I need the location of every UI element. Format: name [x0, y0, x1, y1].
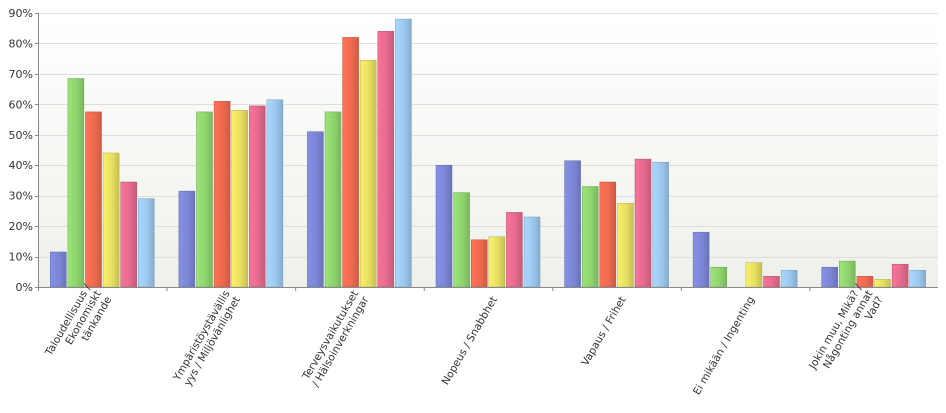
bar	[231, 110, 248, 288]
plot-area	[38, 13, 938, 287]
y-axis-ticks: 0% 10% 20% 30% 40% 50% 60% 70% 80% 90%	[9, 7, 38, 294]
x-tick-label: Jokin muu, Mikä? /Någonting annatVad?	[806, 282, 886, 384]
y-tick-label: 40%	[9, 159, 33, 172]
bars	[50, 18, 926, 288]
bar	[342, 37, 359, 288]
bar	[266, 99, 284, 288]
bar	[780, 270, 798, 288]
bar	[488, 236, 506, 288]
bar	[67, 78, 85, 288]
bar	[377, 31, 395, 288]
bar	[710, 266, 727, 288]
bar	[821, 266, 838, 288]
bar	[435, 164, 453, 288]
bar	[599, 181, 617, 288]
bar	[50, 251, 67, 288]
x-axis-ticks: Taloudellisuus /Ekonomiskttänkande Ympäri…	[38, 282, 886, 398]
bar	[581, 186, 599, 288]
y-tick-label: 80%	[9, 37, 33, 50]
y-tick-label: 0%	[16, 281, 33, 294]
bar	[249, 105, 266, 288]
bar	[453, 192, 470, 288]
bar	[470, 239, 488, 288]
y-tick-label: 30%	[9, 190, 33, 203]
y-tick-label: 70%	[9, 68, 33, 81]
bar	[506, 212, 523, 288]
x-tick-label: Nopeus / Snabbhet	[440, 295, 500, 388]
bar	[617, 203, 634, 288]
bar	[102, 152, 120, 288]
bar	[324, 111, 342, 288]
bar	[909, 270, 926, 288]
bar	[564, 160, 581, 288]
axes	[38, 13, 938, 288]
bar	[85, 111, 102, 288]
bar	[359, 59, 377, 288]
bar	[745, 262, 763, 288]
bar	[891, 263, 909, 288]
bar	[138, 198, 155, 288]
y-tick-label: 20%	[9, 220, 33, 233]
bar	[634, 158, 652, 288]
x-tick-label: Ei mikään / Ingenting	[691, 295, 757, 398]
y-tick-label: 60%	[9, 98, 33, 111]
bar	[307, 131, 324, 288]
bar	[692, 231, 710, 288]
y-tick-label: 50%	[9, 129, 33, 142]
bar	[395, 18, 412, 288]
bar	[763, 276, 780, 288]
bar	[523, 216, 541, 288]
bar	[839, 260, 856, 288]
y-tick-label: 10%	[9, 251, 33, 264]
bar	[652, 161, 669, 288]
x-tick-label: Taloudellisuus /Ekonomiskttänkande	[43, 282, 115, 371]
x-tick-label: Ympäristöystävällisyys / Miljövänlighet	[171, 289, 243, 390]
bar	[213, 101, 231, 288]
bar	[178, 190, 196, 288]
x-tick-label: Vapaus / Frihet	[579, 295, 628, 369]
x-tick-label: Terveysvaikutukset/ Hälsoinverkningar	[300, 288, 372, 389]
bar	[120, 181, 137, 288]
y-tick-label: 90%	[9, 7, 33, 20]
bar	[196, 111, 213, 288]
bar	[874, 279, 891, 288]
